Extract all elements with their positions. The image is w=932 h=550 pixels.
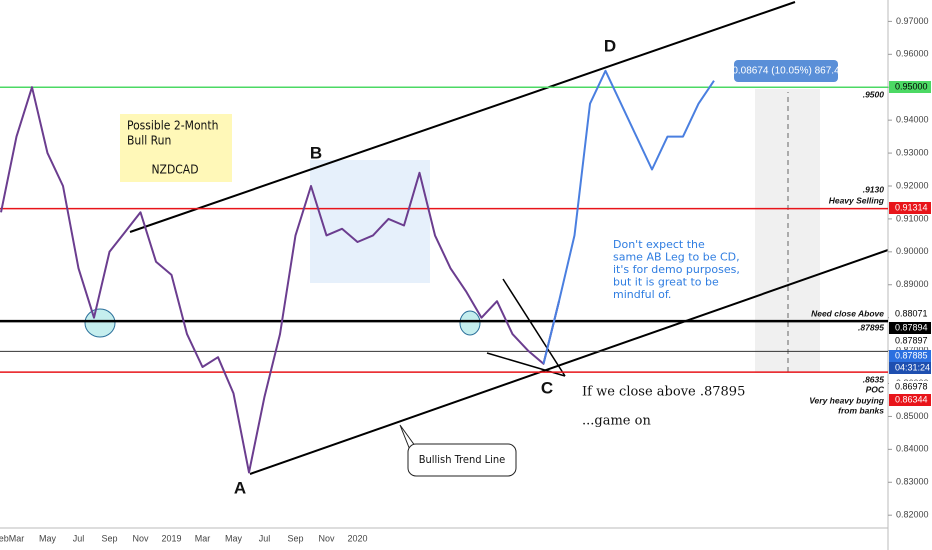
y-tick-label: 0.85000 [896, 411, 929, 421]
note-box [120, 114, 232, 182]
price-badge [889, 362, 931, 374]
x-tick-label: Jul [259, 533, 271, 543]
trend-label: Bullish Trend Line [419, 453, 506, 466]
price-badge [889, 322, 931, 334]
x-tick-label: Mar [9, 533, 25, 543]
price-badge-label: 0.91314 [895, 202, 928, 212]
x-tick-label: Sep [101, 533, 117, 543]
volume-profile [310, 160, 430, 283]
side-note: .8635 [863, 374, 885, 384]
price-badge [889, 81, 931, 93]
y-tick-label: 0.83000 [896, 477, 929, 487]
price-badge-label: 0.87897 [895, 335, 928, 345]
price-badge-label: 0.87894 [895, 322, 928, 332]
y-tick-label: 0.97000 [896, 16, 929, 26]
y-tick-label: 0.84000 [896, 444, 929, 454]
y-tick-label: 0.93000 [896, 147, 929, 157]
side-note: POC [866, 384, 885, 394]
price-badge-label: 0.95000 [895, 81, 928, 91]
x-tick-label: Nov [318, 533, 335, 543]
game-note: ...game on [582, 414, 651, 429]
point-label: B [310, 143, 322, 162]
measure-label: 0.08674 (10.05%) 867.4 [732, 66, 840, 77]
measure-area [755, 89, 820, 373]
point-label: A [234, 478, 246, 497]
price-badge-label: 04:31:24 [895, 362, 930, 372]
y-tick-label: 0.82000 [896, 510, 929, 520]
highlight-circle [459, 310, 481, 336]
side-note: .9500 [863, 89, 885, 99]
price-badge [889, 202, 931, 214]
side-note: Heavy Selling [829, 195, 885, 205]
wedge-line [502, 278, 566, 377]
measure-label-box [734, 60, 838, 82]
x-tick-label: 2020 [347, 533, 367, 543]
x-tick-label: Mar [195, 533, 211, 543]
x-tick-label: May [225, 533, 243, 543]
price-badge [889, 350, 931, 362]
y-tick-label: 0.96000 [896, 49, 929, 59]
price-badge-label: 0.86344 [895, 394, 928, 404]
price-line [542, 69, 715, 365]
note-box-text: Bull Run [127, 134, 171, 148]
x-tick-label: Nov [132, 533, 149, 543]
side-note: .87895 [858, 322, 884, 332]
price-badge-label: 0.88071 [895, 308, 928, 318]
y-tick-label: 0.94000 [896, 115, 929, 125]
point-label: D [604, 36, 616, 55]
price-line [0, 86, 560, 474]
price-badge [889, 308, 931, 320]
upper-channel [129, 1, 796, 233]
x-tick-label: Feb [0, 533, 9, 543]
side-note: from banks [838, 405, 884, 415]
note-text: same AB Leg to be CD, [613, 251, 740, 264]
price-badge [889, 335, 931, 347]
side-note: Need close Above [811, 308, 884, 318]
x-tick-label: May [39, 533, 57, 543]
highlight-circle [84, 308, 116, 338]
side-note: .9130 [863, 184, 885, 194]
y-tick-label: 0.92000 [896, 180, 929, 190]
x-tick-label: 2019 [161, 533, 181, 543]
y-tick-label: 0.87000 [896, 345, 929, 355]
point-label: C [541, 378, 553, 397]
price-badge [889, 381, 931, 393]
callout-box [407, 443, 517, 477]
x-tick-label: Sep [287, 533, 303, 543]
x-tick-label: Jul [73, 533, 85, 543]
y-tick-label: 0.90000 [896, 246, 929, 256]
close-note: If we close above .87895 [582, 385, 745, 400]
note-text: it's for demo purposes, [613, 263, 740, 276]
price-badge-label: 0.87885 [895, 350, 928, 360]
price-badge-label: 0.86978 [895, 381, 928, 391]
side-note: Very heavy buying [809, 395, 885, 405]
price-badge [889, 394, 931, 406]
note-box-text: Possible 2-Month [127, 119, 218, 133]
note-text: mindful of. [613, 288, 671, 301]
note-box-text: NZDCAD [151, 163, 198, 177]
note-text: Don't expect the [613, 238, 705, 251]
y-tick-label: 0.89000 [896, 279, 929, 289]
trend-line [249, 249, 889, 475]
y-tick-label: 0.91000 [896, 213, 929, 223]
note-text: but it is great to be [613, 276, 719, 289]
